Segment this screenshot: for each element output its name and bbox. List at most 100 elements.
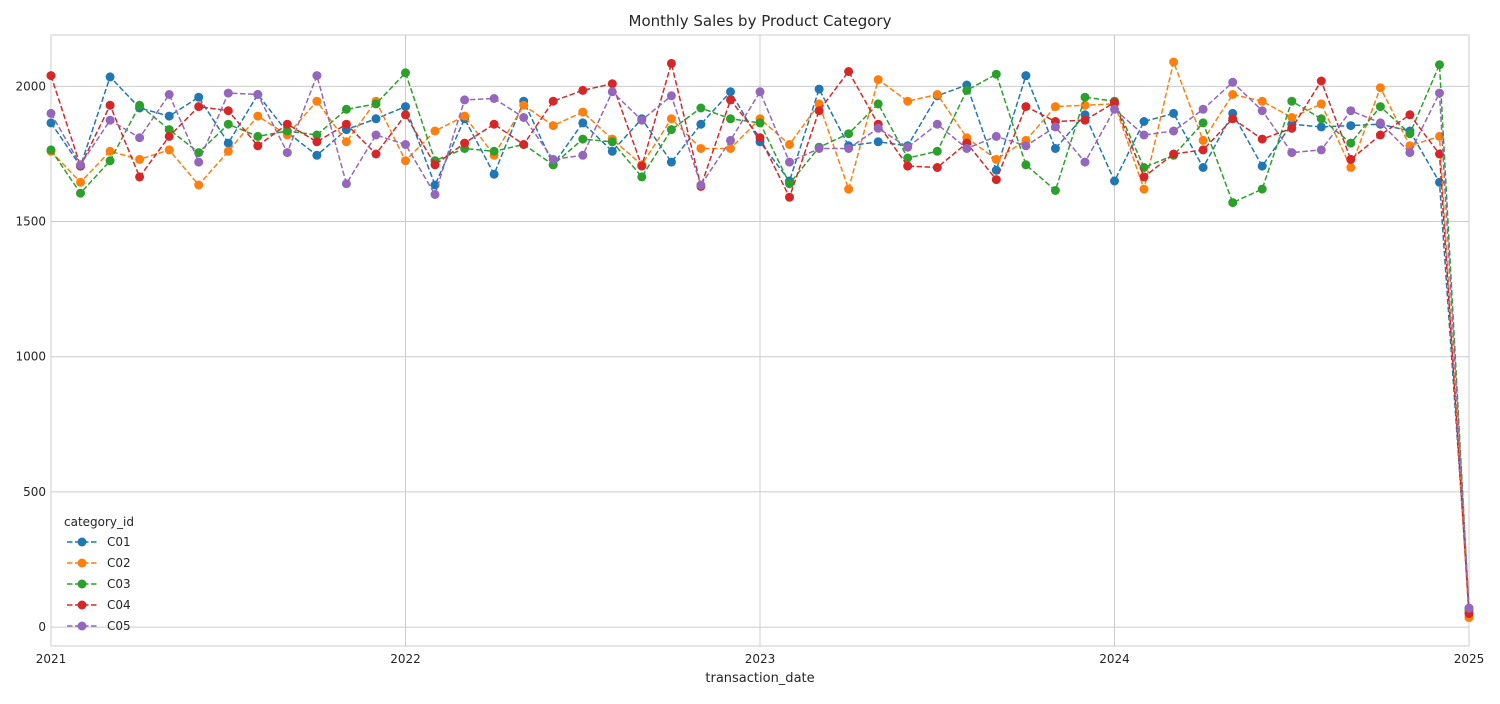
data-point — [460, 138, 470, 148]
data-point — [666, 114, 676, 124]
data-point — [371, 99, 381, 109]
legend-title: category_id — [64, 515, 134, 529]
data-point — [844, 184, 854, 194]
data-point — [430, 160, 440, 170]
data-point — [1287, 113, 1297, 122]
data-point — [135, 172, 145, 182]
data-point — [1316, 122, 1326, 132]
data-point — [932, 119, 942, 129]
data-point — [1346, 163, 1356, 172]
data-point — [401, 156, 410, 166]
data-point — [726, 95, 735, 105]
data-point — [105, 156, 115, 166]
data-point — [460, 111, 470, 121]
data-point — [312, 71, 322, 81]
chart-title: Monthly Sales by Product Category — [629, 12, 892, 30]
data-point — [1139, 184, 1149, 194]
data-point — [696, 180, 706, 190]
data-point — [1316, 76, 1326, 86]
data-point — [312, 150, 322, 160]
data-point — [726, 114, 735, 124]
x-tick-label: 2022 — [390, 652, 421, 666]
data-point — [607, 137, 617, 147]
data-point — [1228, 90, 1238, 99]
data-point — [1287, 123, 1297, 133]
data-point — [932, 146, 942, 156]
data-point — [135, 100, 145, 110]
series-layer — [46, 57, 1474, 623]
x-tick-label: 2023 — [745, 652, 776, 666]
legend: category_id C01 C02 C03 C04 C05 — [64, 515, 134, 633]
y-tick-label: 500 — [23, 485, 46, 499]
data-point — [548, 96, 558, 106]
data-point — [519, 100, 529, 110]
y-tick-label: 2000 — [15, 79, 46, 93]
data-point — [637, 115, 647, 125]
data-point — [341, 119, 351, 129]
data-point — [578, 134, 588, 144]
data-point — [1169, 108, 1179, 118]
data-point — [282, 126, 292, 136]
data-point — [312, 130, 322, 140]
data-point — [726, 144, 735, 153]
data-point — [430, 126, 440, 136]
data-point — [548, 121, 558, 131]
data-point — [814, 106, 824, 116]
data-point — [1198, 104, 1208, 114]
data-point — [1110, 176, 1119, 186]
data-point — [282, 119, 292, 129]
data-point — [1050, 102, 1060, 112]
data-point — [223, 146, 233, 156]
legend-label: C03 — [107, 577, 131, 591]
series-c05 — [46, 71, 1474, 613]
data-point — [755, 118, 765, 128]
y-tick-label: 1000 — [15, 350, 46, 364]
data-point — [548, 154, 558, 164]
data-point — [578, 107, 588, 117]
data-point — [1405, 148, 1415, 158]
data-point — [903, 161, 913, 171]
data-point — [932, 90, 942, 99]
data-point — [76, 160, 85, 170]
data-point — [1110, 98, 1119, 108]
data-point — [1257, 161, 1267, 171]
data-point — [726, 135, 735, 145]
data-point — [223, 119, 233, 129]
data-point — [1464, 603, 1474, 613]
data-point — [814, 99, 824, 109]
data-point — [164, 145, 174, 155]
data-point — [991, 131, 1001, 141]
data-point — [578, 85, 588, 95]
data-point — [991, 69, 1001, 79]
data-point — [844, 67, 854, 76]
data-point — [962, 85, 972, 95]
data-point — [460, 95, 470, 105]
data-point — [135, 133, 145, 143]
data-point — [578, 118, 588, 128]
data-point — [489, 119, 499, 129]
legend-label: C02 — [107, 556, 131, 570]
data-point — [194, 102, 204, 112]
data-point — [1228, 114, 1238, 124]
data-point — [903, 142, 913, 152]
data-point — [46, 71, 56, 81]
data-point — [1050, 122, 1060, 132]
data-point — [1139, 130, 1149, 140]
series-c04 — [46, 58, 1474, 619]
data-point — [105, 72, 115, 82]
data-point — [1257, 106, 1267, 116]
data-point — [1405, 129, 1415, 139]
data-point — [1169, 57, 1179, 67]
data-point — [726, 87, 735, 97]
x-tick-label: 2021 — [36, 652, 67, 666]
data-point — [105, 100, 115, 110]
data-point — [666, 157, 676, 167]
data-point — [755, 133, 765, 143]
data-point — [164, 125, 174, 135]
data-point — [1228, 77, 1238, 87]
data-point — [341, 104, 351, 114]
data-point — [1257, 96, 1267, 106]
data-point — [1346, 138, 1356, 148]
data-point — [253, 90, 263, 99]
